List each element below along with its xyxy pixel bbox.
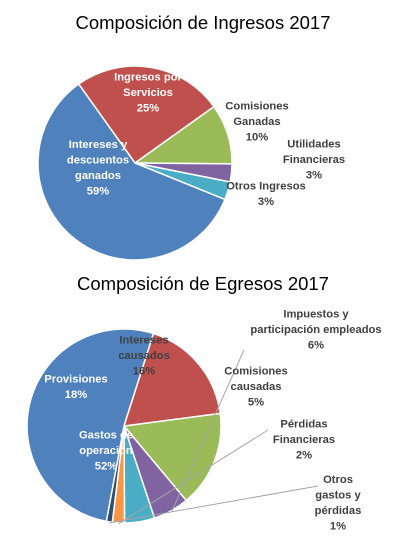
slice-name-line: Pérdidas: [280, 419, 327, 431]
slice-value-label: 2%: [296, 450, 312, 462]
slice-label-0-3: Otros Ingresos 3%: [226, 180, 306, 208]
slice-name-line: Otros Ingresos: [226, 180, 306, 192]
slice-name-line: Intereses y: [69, 139, 128, 151]
pie-slice-1-0: [122, 412, 222, 502]
leader-line-1-1: [118, 429, 269, 525]
egresos-chart-title: Composición de Egresos 2017: [77, 273, 329, 294]
slice-label-1-5: Gastos de operación 52%: [79, 430, 133, 473]
slice-value-label: 16%: [133, 366, 155, 378]
slice-name-line: Gastos de: [79, 430, 133, 442]
slice-name-line: Ingresos por: [114, 72, 182, 84]
slice-name-line: Provisiones: [44, 373, 107, 385]
slice-label-0-0: Ingresos por Servicios 25%: [114, 72, 182, 115]
leader-line-1-2: [109, 485, 319, 524]
slice-label-1-2: Comisiones causadas 5%: [224, 366, 287, 409]
slice-name-line: gastos y: [315, 489, 361, 501]
slice-value-label: 3%: [258, 196, 274, 208]
pie-slice-0-4: [37, 82, 226, 261]
slice-value-label: 10%: [246, 132, 268, 144]
slice-name-line: Impuestos y: [283, 309, 349, 321]
pie-slice-1-5: [26, 328, 155, 523]
slice-name-line: participación empleados: [250, 324, 381, 336]
slice-label-1-3: Pérdidas Financieras 2%: [273, 419, 335, 462]
slice-label-0-4: Intereses y descuentos ganados 59%: [67, 139, 129, 198]
slice-label-1-4: Otros gastos y pérdidas 1%: [315, 474, 362, 533]
slice-name-line: operación: [79, 445, 133, 457]
slice-name-line: Financieras: [273, 434, 335, 446]
slice-name-line: ganados: [75, 170, 121, 182]
slice-value-label: 1%: [330, 520, 346, 532]
slice-value-label: 5%: [248, 397, 264, 409]
slice-value-label: 52%: [95, 461, 117, 473]
ingresos-chart-title: Composición de Ingresos 2017: [75, 12, 330, 33]
slice-name-line: Intereses: [119, 335, 168, 347]
slice-name-line: Comisiones: [224, 366, 287, 378]
slice-label-0-2: Utilidades Financieras 3%: [283, 139, 345, 182]
egresos-chart-svg: Composición de Egresos 2017 Intereses cau…: [26, 273, 382, 533]
leader-line-1-0: [171, 349, 245, 512]
egresos-pie-chart: Composición de Egresos 2017 Intereses cau…: [0, 270, 406, 552]
slice-value-label: 3%: [306, 170, 322, 182]
slice-name-line: Utilidades: [287, 139, 340, 151]
pie-slice-0-0: [77, 65, 216, 165]
slice-value-label: 25%: [137, 103, 159, 115]
slice-name-line: descuentos: [67, 154, 129, 166]
slice-value-label: 18%: [65, 389, 87, 401]
slice-name-line: Otros: [323, 474, 353, 486]
slice-name-line: Servicios: [123, 87, 173, 99]
slice-label-1-0: Intereses causados 16%: [118, 335, 170, 378]
slice-label-1-6: Provisiones 18%: [44, 373, 107, 401]
slice-name-line: Financieras: [283, 154, 345, 166]
slice-name-line: pérdidas: [315, 505, 362, 517]
slice-value-label: 59%: [87, 185, 109, 197]
ingresos-chart-svg: Composición de Ingresos 2017 Ingresos po…: [37, 12, 345, 261]
slice-name-line: Comisiones: [225, 101, 288, 113]
slice-value-label: 6%: [308, 340, 324, 352]
ingresos-pie-chart: Composición de Ingresos 2017 Ingresos po…: [0, 0, 406, 270]
slice-label-0-1: Comisiones Ganadas 10%: [225, 101, 288, 144]
slice-name-line: causados: [118, 350, 170, 362]
slice-label-1-1: Impuestos y participación empleados 6%: [250, 309, 381, 352]
slice-name-line: Ganadas: [233, 116, 280, 128]
slice-name-line: causadas: [231, 381, 282, 393]
